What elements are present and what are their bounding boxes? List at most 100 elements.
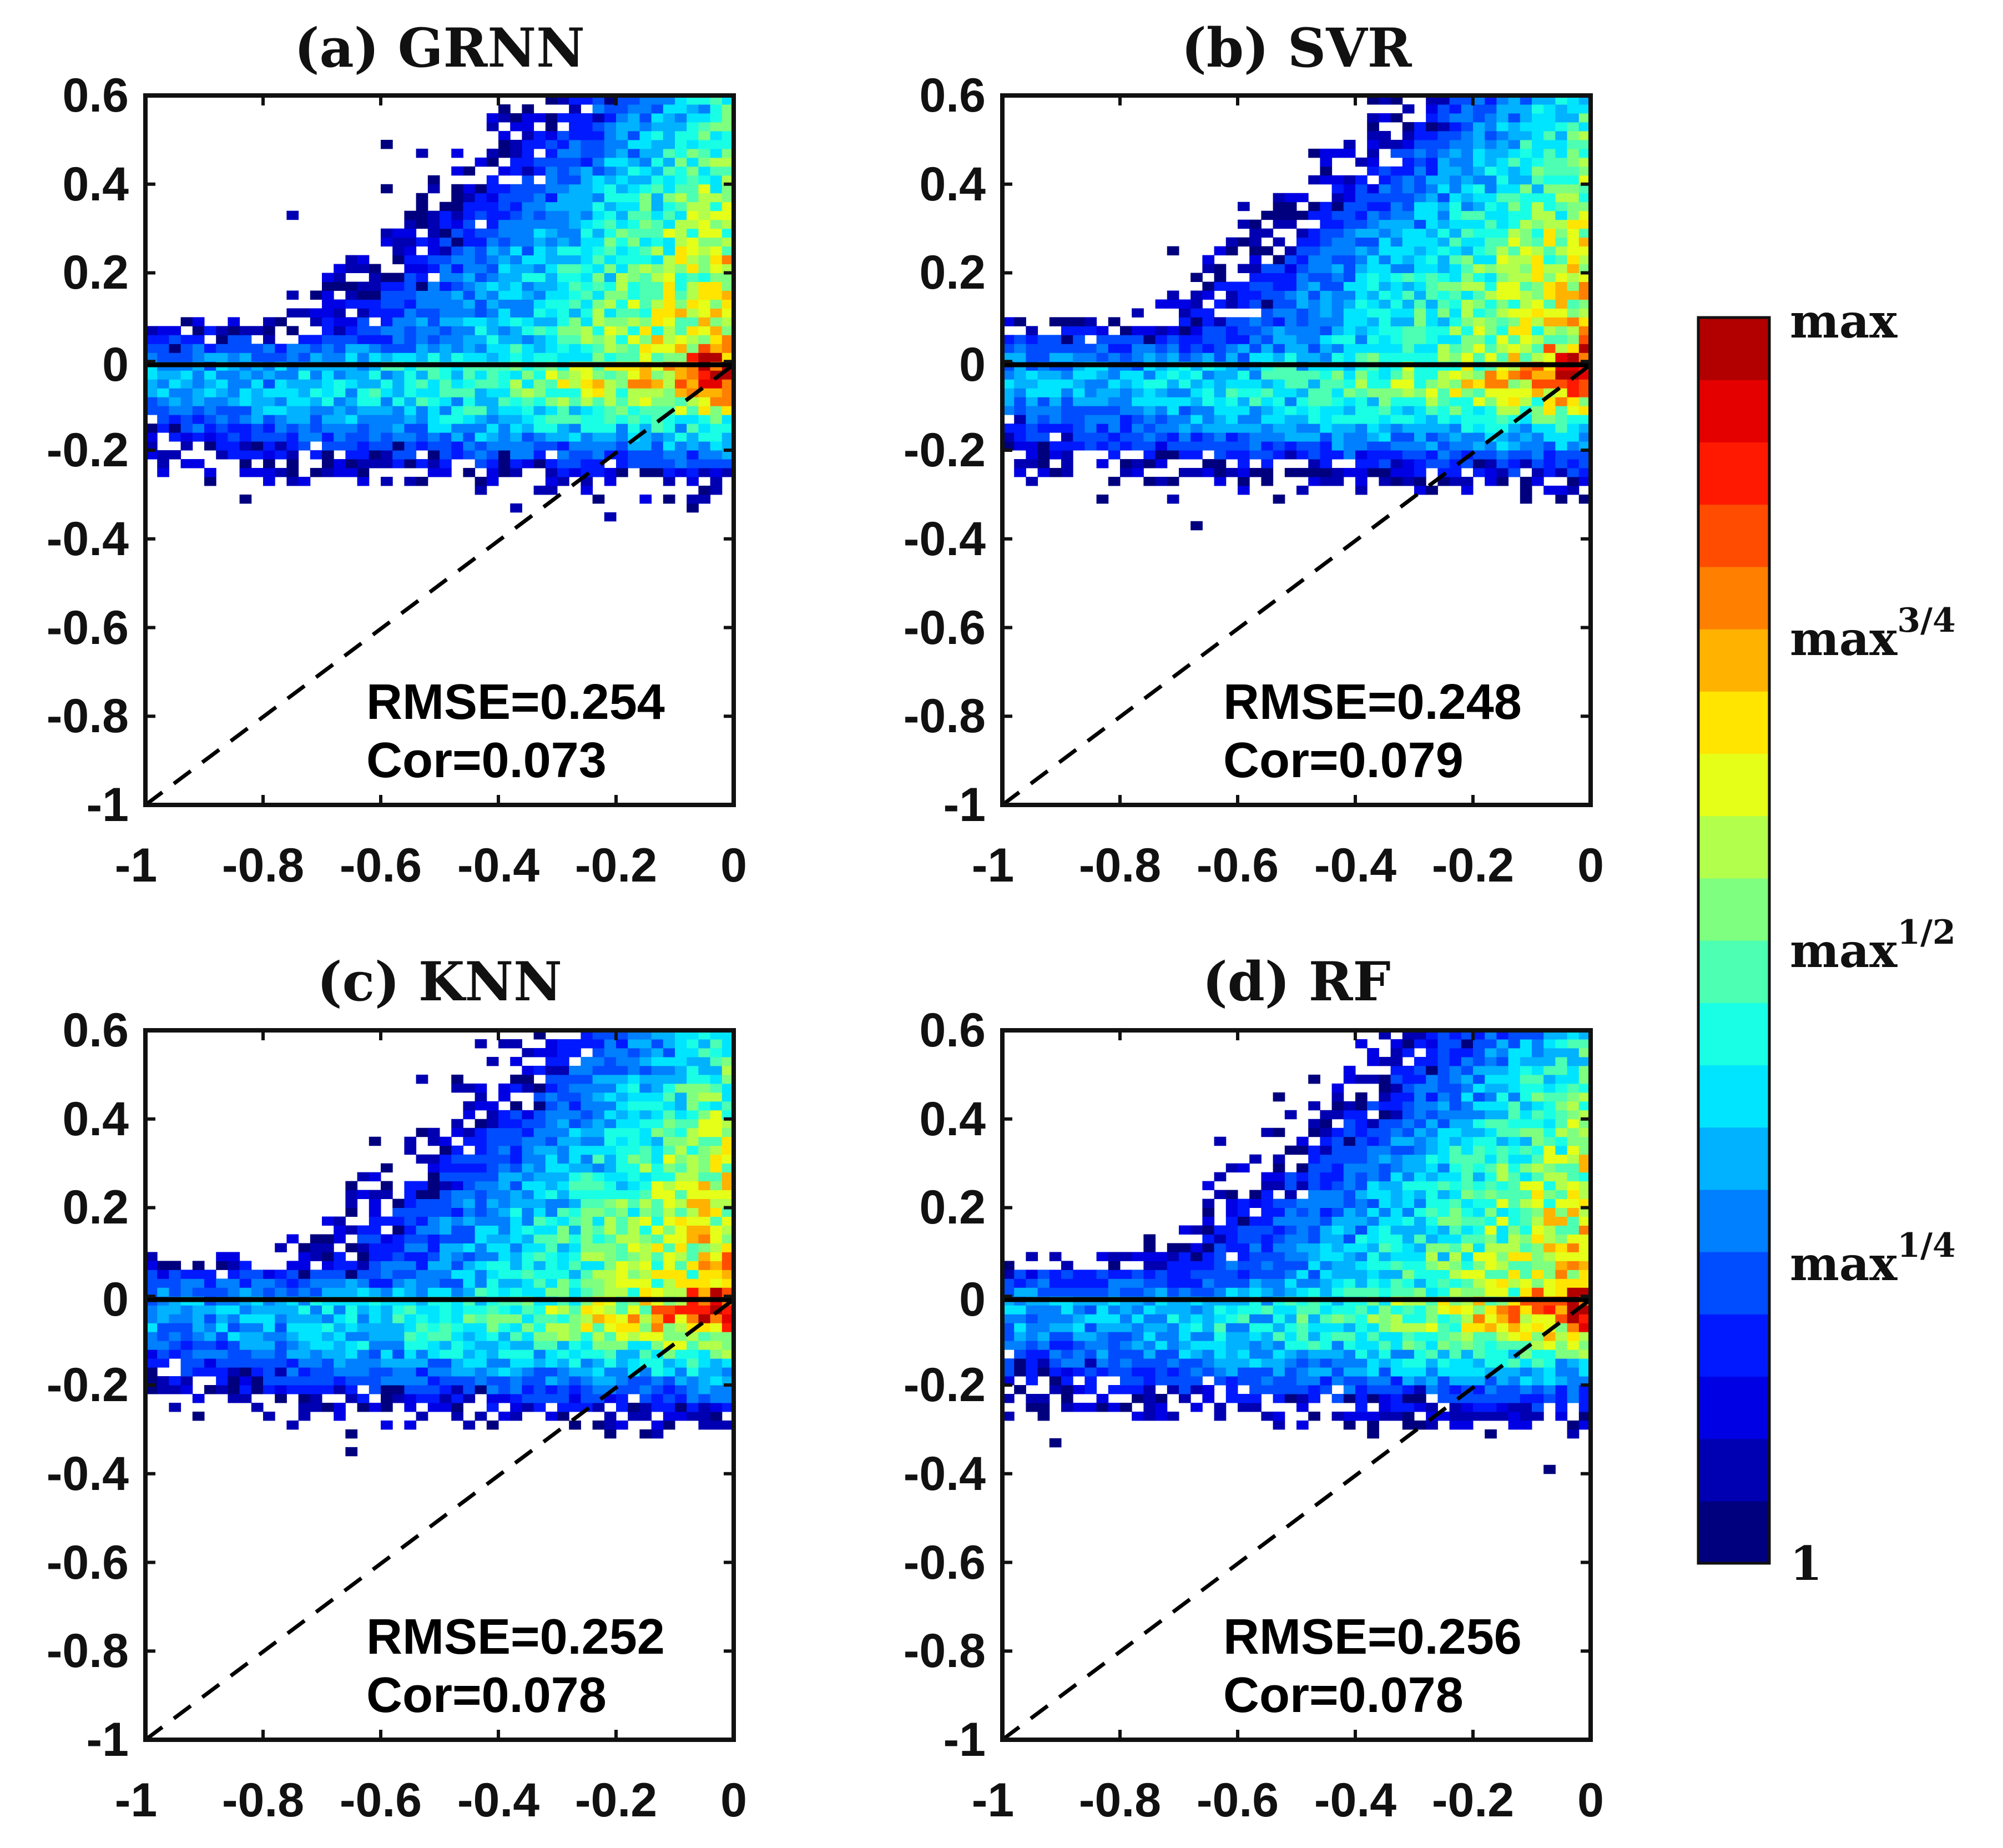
density-cell	[1414, 228, 1426, 238]
density-cell	[381, 308, 393, 318]
density-cell	[1367, 246, 1379, 256]
density-cell	[1179, 1323, 1191, 1332]
density-cell	[1555, 281, 1568, 291]
density-cell	[1120, 424, 1132, 433]
density-cell	[1379, 450, 1391, 460]
density-cell	[510, 264, 522, 273]
density-cell	[1190, 1376, 1203, 1386]
density-cell	[1014, 406, 1026, 415]
density-cell	[604, 379, 617, 389]
y-tick-label: -0.6	[47, 601, 129, 654]
density-cell	[440, 1393, 452, 1403]
density-cell	[1379, 388, 1391, 397]
density-cell	[451, 1216, 463, 1226]
density-cell	[298, 1252, 311, 1261]
density-cell	[357, 406, 370, 415]
density-cell	[510, 210, 522, 220]
density-cell	[404, 344, 417, 353]
density-cell	[1179, 415, 1191, 424]
density-cell	[510, 335, 522, 344]
density-cell	[334, 273, 346, 282]
density-cell	[451, 1163, 463, 1173]
density-cell	[1520, 246, 1532, 256]
density-cell	[1238, 476, 1250, 486]
density-cell	[581, 1376, 593, 1386]
density-cell	[475, 1261, 487, 1270]
density-cell	[1414, 317, 1426, 326]
density-cell	[1367, 290, 1379, 300]
density-cell	[1355, 299, 1368, 309]
density-cell	[427, 1287, 440, 1297]
density-cell	[1308, 326, 1320, 335]
density-cell	[1084, 441, 1097, 451]
density-cell	[1320, 415, 1333, 424]
density-cell	[557, 130, 569, 140]
density-cell	[427, 1402, 440, 1412]
density-cell	[1238, 424, 1250, 433]
density-cell	[675, 255, 687, 265]
density-cell	[533, 228, 546, 238]
density-cell	[1167, 450, 1179, 460]
density-cell	[1249, 255, 1262, 265]
density-cell	[1308, 148, 1320, 158]
density-cell	[616, 210, 628, 220]
density-cell	[451, 424, 463, 433]
density-cell	[710, 1287, 723, 1297]
density-cell	[334, 317, 346, 326]
density-cell	[1296, 228, 1309, 238]
density-cell	[616, 1163, 628, 1173]
density-cell	[404, 326, 417, 335]
density-cell	[522, 1207, 534, 1217]
density-cell	[228, 415, 240, 424]
density-cell	[1520, 441, 1532, 451]
density-cell	[1320, 273, 1333, 282]
density-cell	[416, 1358, 428, 1368]
density-cell	[239, 397, 252, 406]
density-cell	[1273, 494, 1285, 504]
density-cell	[1390, 246, 1403, 256]
density-cell	[510, 193, 522, 203]
density-cell	[1108, 1341, 1121, 1350]
density-cell	[581, 1216, 593, 1226]
density-cell	[192, 1314, 205, 1323]
density-cell	[416, 441, 428, 451]
density-cell	[404, 379, 417, 389]
density-cell	[1485, 202, 1497, 212]
density-cell	[557, 299, 569, 309]
density-cell	[1473, 424, 1485, 433]
density-cell	[533, 299, 546, 309]
density-cell	[486, 1154, 499, 1164]
density-cell	[1578, 264, 1591, 273]
density-cell	[463, 1393, 476, 1403]
density-cell	[334, 335, 346, 344]
density-cell	[1225, 370, 1238, 380]
density-cell	[581, 210, 593, 220]
density-cell	[557, 1393, 569, 1403]
density-cell	[157, 1332, 169, 1341]
density-cell	[722, 246, 734, 256]
density-cell	[1167, 415, 1179, 424]
density-cell	[675, 1030, 687, 1040]
density-cell	[228, 1270, 240, 1279]
density-cell	[216, 1305, 228, 1315]
density-cell	[263, 1332, 275, 1341]
density-cell	[251, 1376, 264, 1386]
x-tick-label: -0.8	[222, 1774, 304, 1827]
density-cell	[533, 166, 546, 176]
density-cell	[604, 1030, 617, 1040]
density-cell	[1261, 432, 1274, 442]
density-cell	[1426, 299, 1438, 309]
density-cell	[1390, 370, 1403, 380]
density-cell	[263, 450, 275, 460]
density-cell	[498, 1314, 511, 1323]
density-cell	[557, 344, 569, 353]
density-cell	[251, 467, 264, 477]
density-cell	[1449, 476, 1462, 486]
density-cell	[1543, 202, 1556, 212]
density-cell	[510, 379, 522, 389]
density-cell	[569, 1110, 581, 1120]
density-cell	[1449, 237, 1462, 247]
density-cell	[275, 1385, 287, 1394]
density-cell	[381, 388, 393, 397]
density-cell	[1402, 281, 1415, 291]
